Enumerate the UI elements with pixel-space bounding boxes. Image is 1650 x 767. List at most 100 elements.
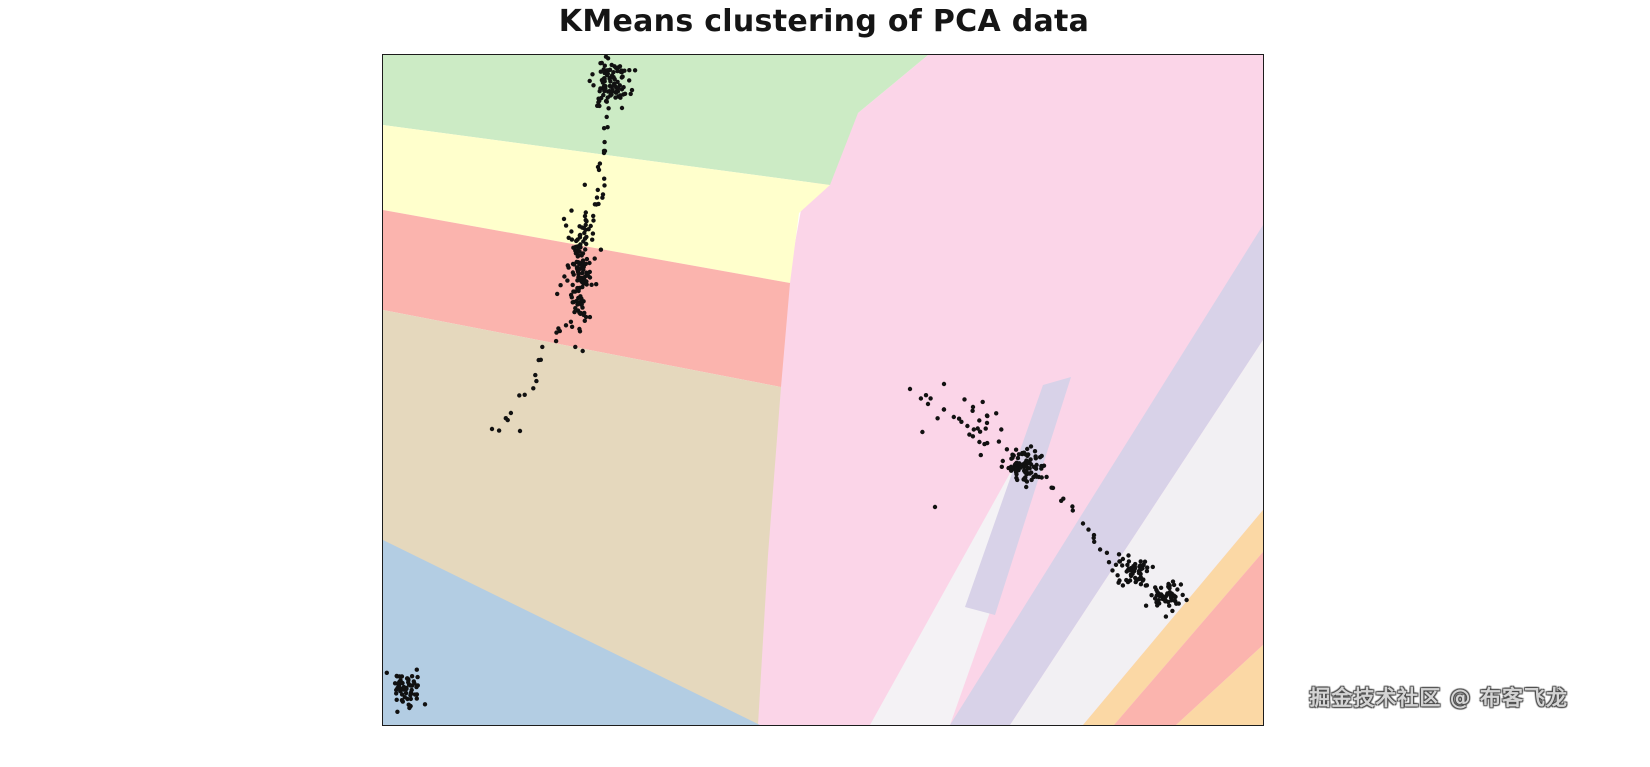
data-point xyxy=(1025,453,1030,458)
data-point xyxy=(401,684,406,690)
plot-canvas xyxy=(383,55,1263,725)
data-point xyxy=(1120,583,1126,588)
data-point xyxy=(517,428,523,434)
data-point xyxy=(1024,458,1029,463)
data-point xyxy=(1163,614,1169,619)
data-point xyxy=(577,329,583,334)
data-point xyxy=(553,338,559,344)
data-point xyxy=(569,324,575,329)
data-point xyxy=(980,399,985,405)
data-point xyxy=(1029,462,1034,467)
data-point xyxy=(941,381,947,387)
data-point xyxy=(1034,474,1039,479)
data-point xyxy=(1015,477,1020,483)
data-point xyxy=(1113,562,1119,567)
data-point xyxy=(1144,568,1150,574)
data-point xyxy=(590,72,595,77)
data-point xyxy=(408,693,413,698)
data-point xyxy=(384,670,389,675)
data-point xyxy=(601,126,607,131)
data-point xyxy=(1022,476,1027,481)
data-point xyxy=(1133,561,1138,567)
data-point xyxy=(1015,455,1021,461)
data-point xyxy=(608,90,614,96)
region-green xyxy=(383,55,928,185)
data-point xyxy=(1138,574,1143,580)
data-point xyxy=(569,295,574,300)
data-point xyxy=(578,242,583,247)
data-point xyxy=(978,452,983,458)
data-point xyxy=(392,681,398,686)
data-point xyxy=(591,213,596,219)
data-point xyxy=(590,231,596,236)
data-point xyxy=(956,416,962,421)
data-point xyxy=(1158,585,1164,590)
region-blue xyxy=(383,540,760,725)
data-point xyxy=(583,227,588,232)
data-point xyxy=(580,284,585,290)
data-point xyxy=(583,314,589,320)
data-point xyxy=(589,282,594,287)
data-point xyxy=(602,176,607,181)
data-point xyxy=(1092,539,1097,544)
data-point xyxy=(599,60,604,66)
data-point xyxy=(587,78,592,84)
data-point xyxy=(415,683,420,688)
data-point xyxy=(1016,452,1022,457)
data-point xyxy=(1106,560,1112,565)
data-point xyxy=(601,92,606,98)
data-point xyxy=(536,357,541,363)
data-point xyxy=(1044,474,1049,480)
data-point xyxy=(1138,559,1143,564)
data-point xyxy=(566,235,571,240)
data-point xyxy=(583,210,588,215)
data-point xyxy=(1136,570,1142,576)
data-point xyxy=(396,681,401,687)
data-point xyxy=(1127,578,1133,583)
data-point xyxy=(628,91,633,97)
data-point xyxy=(572,309,577,315)
data-point xyxy=(1140,566,1145,571)
data-point xyxy=(935,416,940,421)
data-point xyxy=(1039,475,1044,480)
data-point xyxy=(928,396,933,401)
data-point xyxy=(577,260,582,265)
data-point xyxy=(619,105,625,111)
data-point xyxy=(1011,453,1016,458)
data-point xyxy=(1134,578,1139,583)
data-point xyxy=(1028,444,1034,449)
data-point xyxy=(918,396,924,401)
data-point xyxy=(580,270,585,276)
data-point xyxy=(583,261,588,266)
data-point xyxy=(569,208,574,213)
data-point xyxy=(403,690,409,696)
data-point xyxy=(1126,553,1131,558)
data-point xyxy=(1029,477,1034,483)
data-point xyxy=(1009,456,1014,461)
data-point xyxy=(1027,466,1032,471)
data-point xyxy=(399,674,405,679)
data-point xyxy=(1178,582,1184,587)
data-point xyxy=(585,273,591,278)
data-point xyxy=(566,265,571,270)
data-point xyxy=(598,247,604,252)
data-point xyxy=(606,106,611,111)
data-point xyxy=(1142,559,1148,564)
data-point xyxy=(1080,521,1086,526)
data-point xyxy=(1116,552,1122,557)
data-point xyxy=(1126,566,1131,572)
data-point xyxy=(522,392,527,397)
data-point xyxy=(1025,446,1030,452)
data-point xyxy=(1184,597,1189,603)
data-point xyxy=(578,232,583,238)
data-point xyxy=(580,258,586,263)
data-point xyxy=(608,79,613,84)
data-point xyxy=(577,249,582,254)
data-point xyxy=(1039,453,1044,459)
data-point xyxy=(1168,592,1173,597)
region-gray-right xyxy=(1010,340,1263,725)
data-point xyxy=(1155,603,1160,608)
data-point xyxy=(612,64,617,69)
data-point xyxy=(414,696,419,701)
